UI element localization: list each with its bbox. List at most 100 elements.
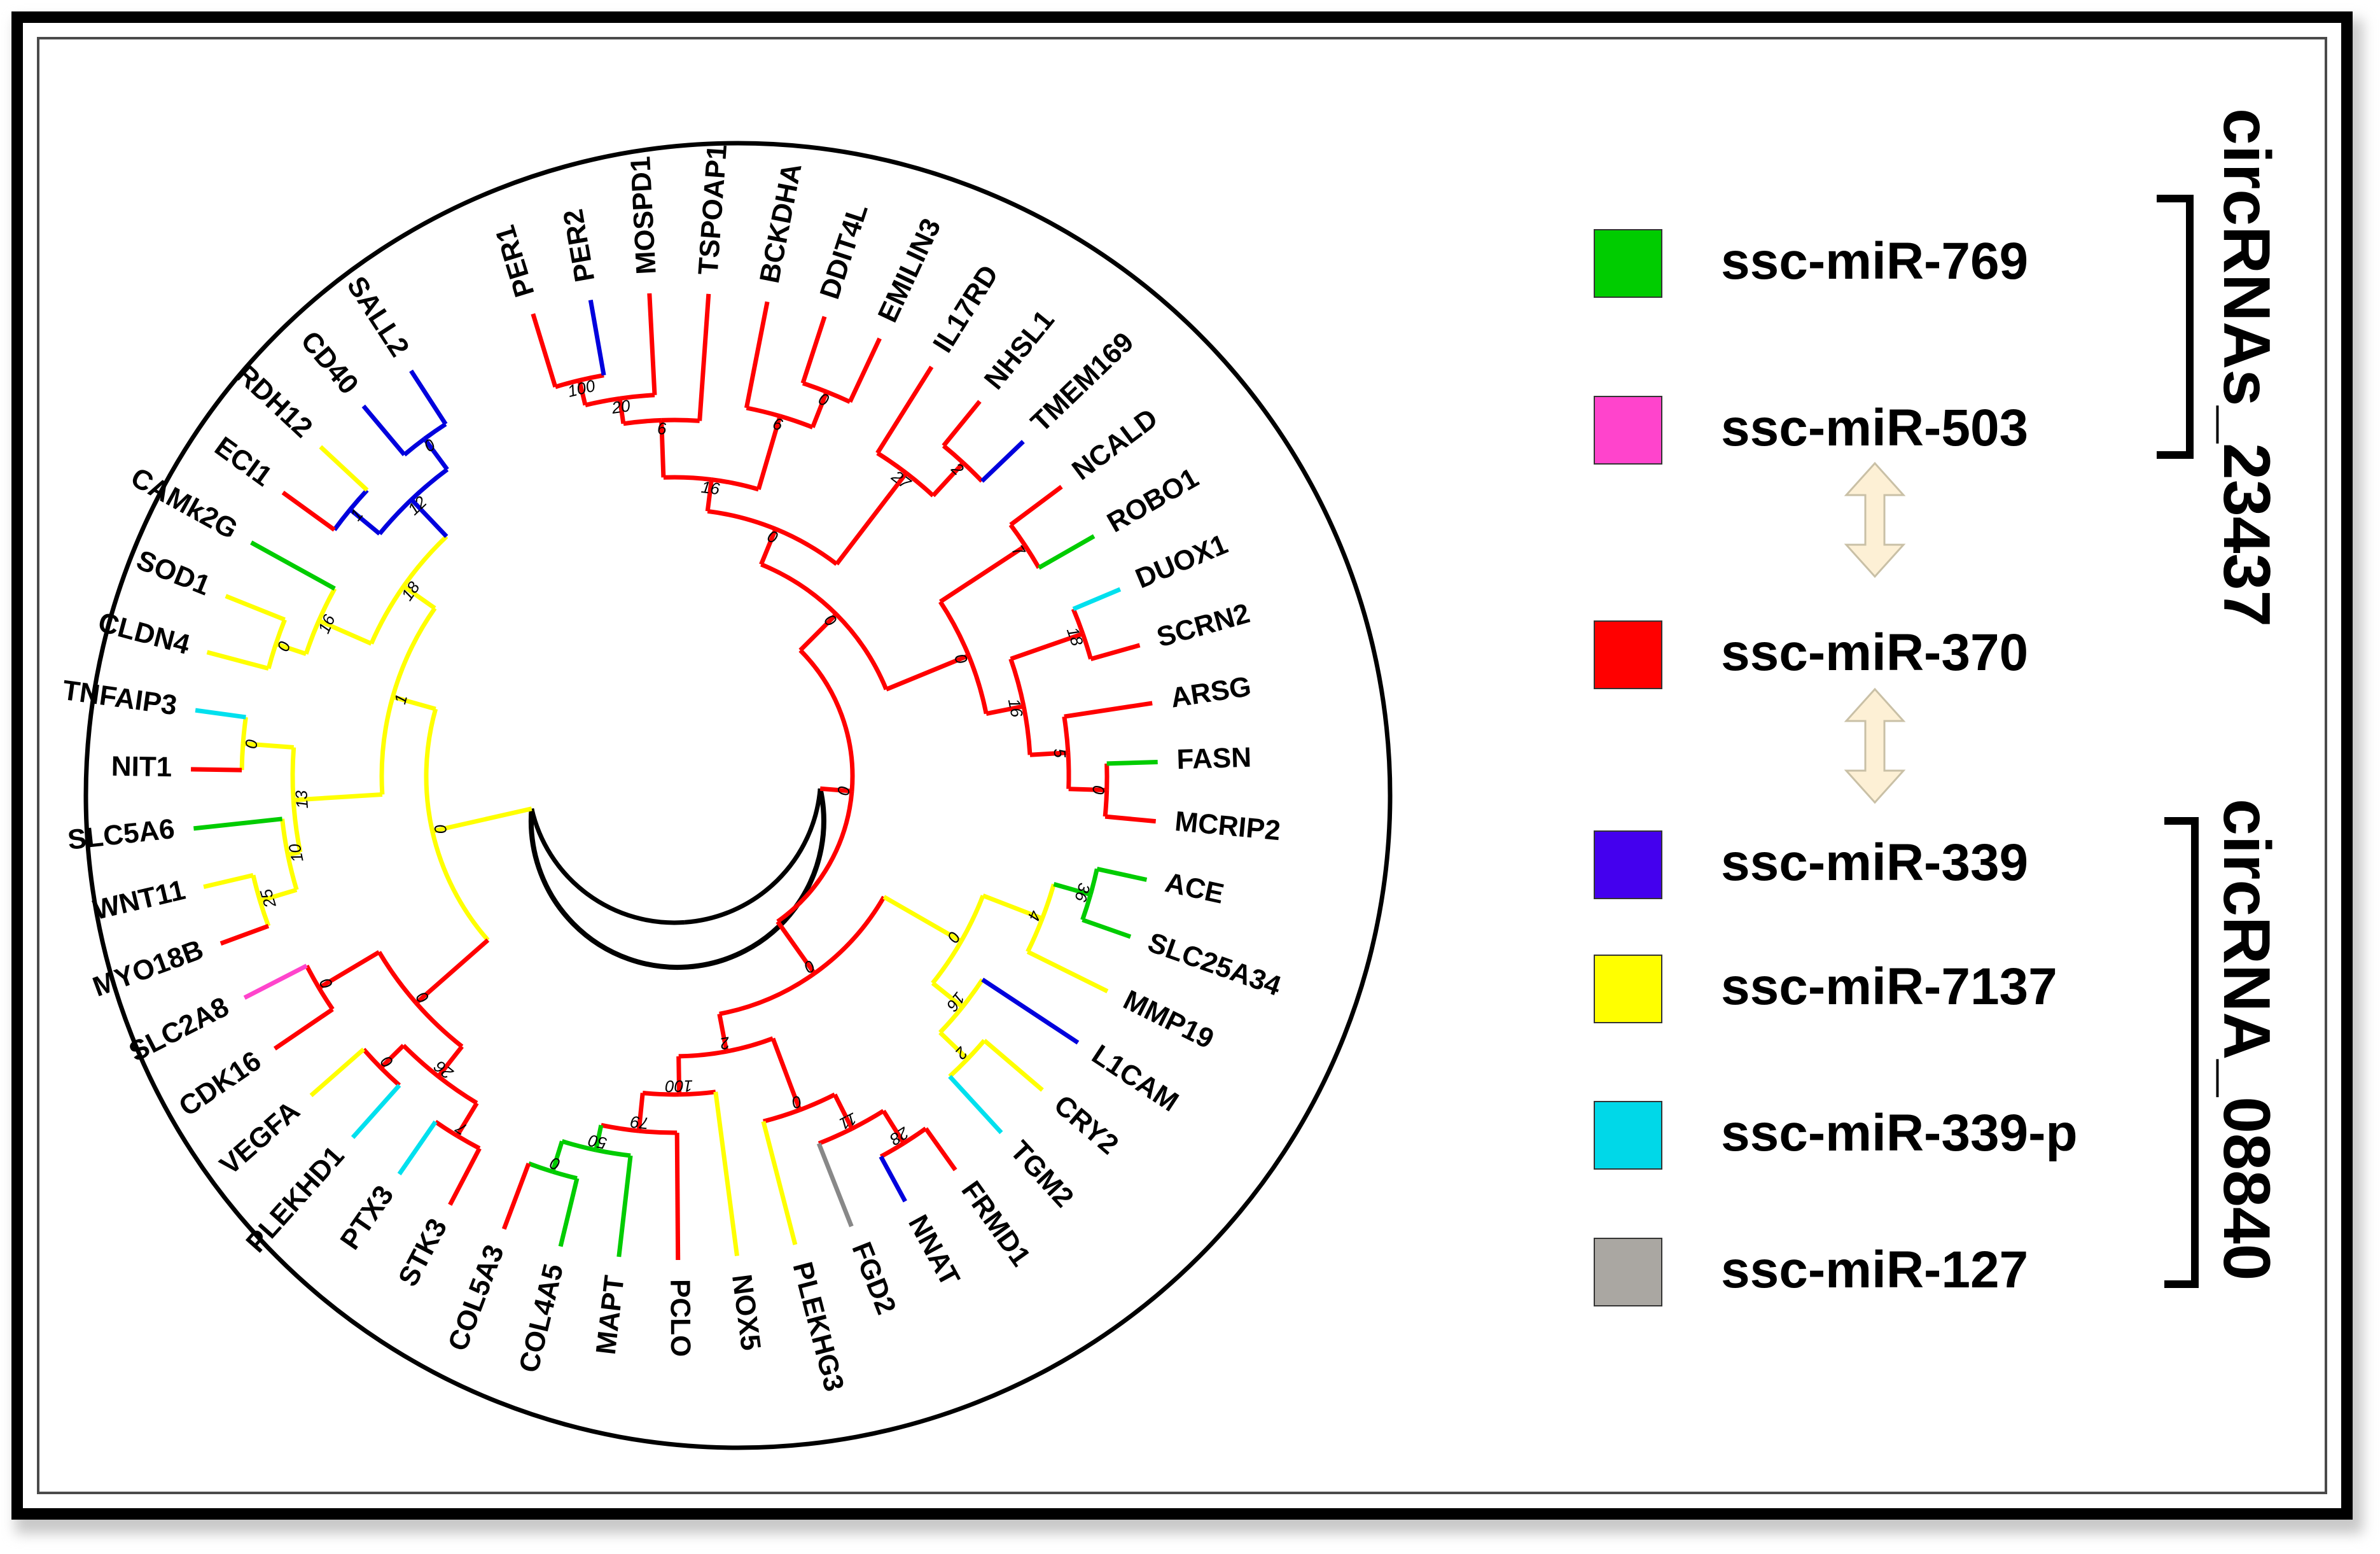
group-label-circRNA-08840: circRNA_08840 <box>2210 799 2283 1281</box>
branch-arc <box>1026 918 1045 953</box>
leaf-label: FGD2 <box>846 1238 902 1319</box>
branch-line <box>647 293 657 395</box>
branch-arc <box>317 986 335 1011</box>
leaf-label: PTX3 <box>334 1180 400 1255</box>
legend-label: ssc-miR-127 <box>1721 1241 2029 1299</box>
double-arrow-icon <box>1844 461 1906 578</box>
branch-line <box>819 786 852 794</box>
leaf-label: PCLO <box>664 1279 696 1357</box>
branch-line <box>982 1039 1044 1092</box>
bootstrap-value: 0 <box>816 389 832 410</box>
branch-arc <box>377 951 418 1005</box>
branch-arc <box>1071 608 1085 635</box>
branch-line <box>835 472 908 566</box>
branch-arc <box>291 799 303 853</box>
leaf-label: NHSL1 <box>978 304 1061 395</box>
branch-arc <box>679 1089 716 1097</box>
leaf-label: SCRN2 <box>1153 598 1253 654</box>
bootstrap-value: 0 <box>950 651 971 667</box>
branch-line <box>392 694 436 711</box>
branch-line <box>1096 866 1148 882</box>
legend-label: ssc-miR-339-p <box>1721 1104 2078 1162</box>
leaf-label: EMILIN3 <box>872 214 947 327</box>
branch-line <box>309 1047 365 1098</box>
bootstrap-value: 13 <box>291 789 312 809</box>
branch-arc <box>266 643 279 669</box>
leaf-label: CD40 <box>295 325 365 400</box>
branch-arc <box>663 475 712 482</box>
branch-line <box>705 479 714 512</box>
branch-arc <box>684 788 823 925</box>
branch-arc <box>1040 883 1056 920</box>
branch-arc <box>711 477 760 492</box>
branch-arc <box>707 508 777 531</box>
branch-line <box>982 893 1043 921</box>
branch-line <box>455 1102 479 1137</box>
branch-line <box>942 400 982 447</box>
leaf-label: SLC2A8 <box>124 991 233 1068</box>
branch-line <box>422 437 449 471</box>
leaf-label: MYO18B <box>88 934 207 1002</box>
branch-line <box>577 379 588 406</box>
branch-arc <box>746 405 781 419</box>
branch-arc <box>423 422 447 441</box>
leaf-label: COL4A5 <box>513 1261 569 1375</box>
bootstrap-value: 100 <box>665 1077 693 1096</box>
branch-arc <box>763 1107 801 1124</box>
bootstrap-value: 0 <box>765 526 781 547</box>
branch-arc <box>430 830 490 942</box>
bootstrap-value: 100 <box>566 375 597 400</box>
branch-line <box>317 950 380 990</box>
branch-arc <box>623 417 662 426</box>
legend-swatch <box>1594 1101 1662 1170</box>
branch-line <box>259 887 298 903</box>
branch-arc <box>661 417 700 423</box>
branch-arc <box>332 508 352 531</box>
branch-line <box>409 369 448 426</box>
branch-line <box>351 1084 401 1139</box>
branch-line <box>219 923 270 946</box>
branch-arc <box>826 389 851 404</box>
branch-line <box>281 491 336 532</box>
leaf-label: NOX5 <box>726 1273 767 1352</box>
branch-arc <box>414 1001 464 1049</box>
branch-line <box>319 445 369 492</box>
leaf-label: DDIT4L <box>814 200 873 303</box>
branch-line <box>759 528 778 566</box>
bootstrap-value: 0 <box>274 639 295 654</box>
tree-branches <box>191 293 1158 1261</box>
legend-swatch <box>1594 396 1662 465</box>
leaf-label: MMP19 <box>1118 984 1219 1055</box>
leaf-label: NNAT <box>902 1210 966 1291</box>
branch-line <box>985 704 1024 717</box>
leaf-label: IL17RD <box>927 260 1005 358</box>
branch-line <box>1029 750 1069 757</box>
branch-line <box>832 1093 854 1130</box>
branch-line <box>410 498 449 538</box>
branch-line <box>948 1075 1003 1135</box>
branch-line <box>617 398 626 424</box>
leaf-label: PLEKHG3 <box>786 1259 849 1394</box>
legend-item: ssc-miR-339-p <box>1594 1101 2166 1171</box>
branch-line <box>697 293 711 421</box>
legend-item: ssc-miR-7137 <box>1594 955 2166 1025</box>
branch-line <box>242 741 294 750</box>
branch-line <box>436 1045 464 1078</box>
branch-line <box>882 895 963 944</box>
branch-line <box>881 1109 906 1145</box>
branch-arc <box>1008 523 1027 547</box>
branch-arc <box>1066 752 1071 789</box>
branch-line <box>588 299 606 376</box>
branch-arc <box>959 895 985 942</box>
leaf-label: MOSPD1 <box>625 155 662 275</box>
branch-arc <box>835 612 889 690</box>
branch-line <box>717 1013 729 1052</box>
branch-arc <box>578 373 604 383</box>
branch-arc <box>529 808 685 925</box>
legend-swatch <box>1594 955 1662 1023</box>
legend-swatch <box>1594 229 1662 298</box>
legend-label: ssc-miR-370 <box>1721 624 2029 682</box>
leaf-label: NIT1 <box>111 751 172 783</box>
legend-label: ssc-miR-339 <box>1721 834 2029 892</box>
